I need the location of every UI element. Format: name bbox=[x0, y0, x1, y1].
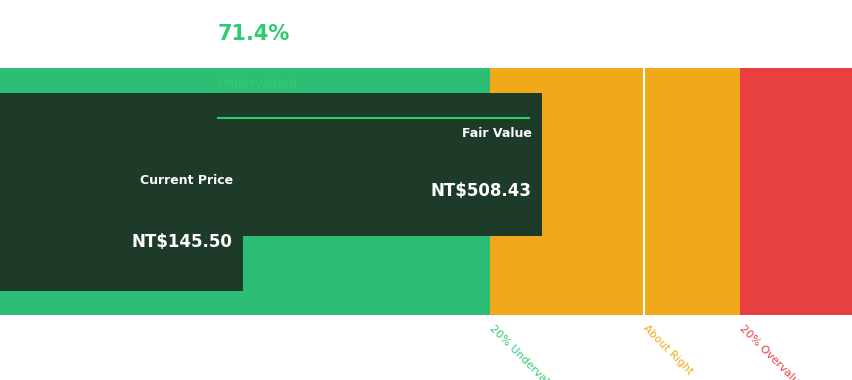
Bar bbox=[0, 138, 243, 291]
Text: 20% Overvalued: 20% Overvalued bbox=[737, 323, 809, 380]
Point bbox=[638, 66, 648, 71]
Text: Fair Value: Fair Value bbox=[461, 127, 531, 140]
Bar bbox=[740, 68, 852, 315]
Bar bbox=[490, 68, 643, 315]
Bar bbox=[0, 93, 541, 236]
Bar bbox=[643, 68, 740, 315]
Point bbox=[638, 313, 648, 318]
Text: Current Price: Current Price bbox=[140, 174, 233, 187]
Text: Undervalued: Undervalued bbox=[217, 77, 297, 90]
Bar bbox=[0, 68, 490, 315]
Point bbox=[523, 116, 533, 120]
Text: 71.4%: 71.4% bbox=[217, 24, 290, 44]
Text: About Right: About Right bbox=[641, 323, 694, 377]
Text: 20% Undervalued: 20% Undervalued bbox=[487, 323, 565, 380]
Text: NT$145.50: NT$145.50 bbox=[132, 233, 233, 251]
Point bbox=[212, 116, 222, 120]
Text: NT$508.43: NT$508.43 bbox=[430, 182, 531, 200]
